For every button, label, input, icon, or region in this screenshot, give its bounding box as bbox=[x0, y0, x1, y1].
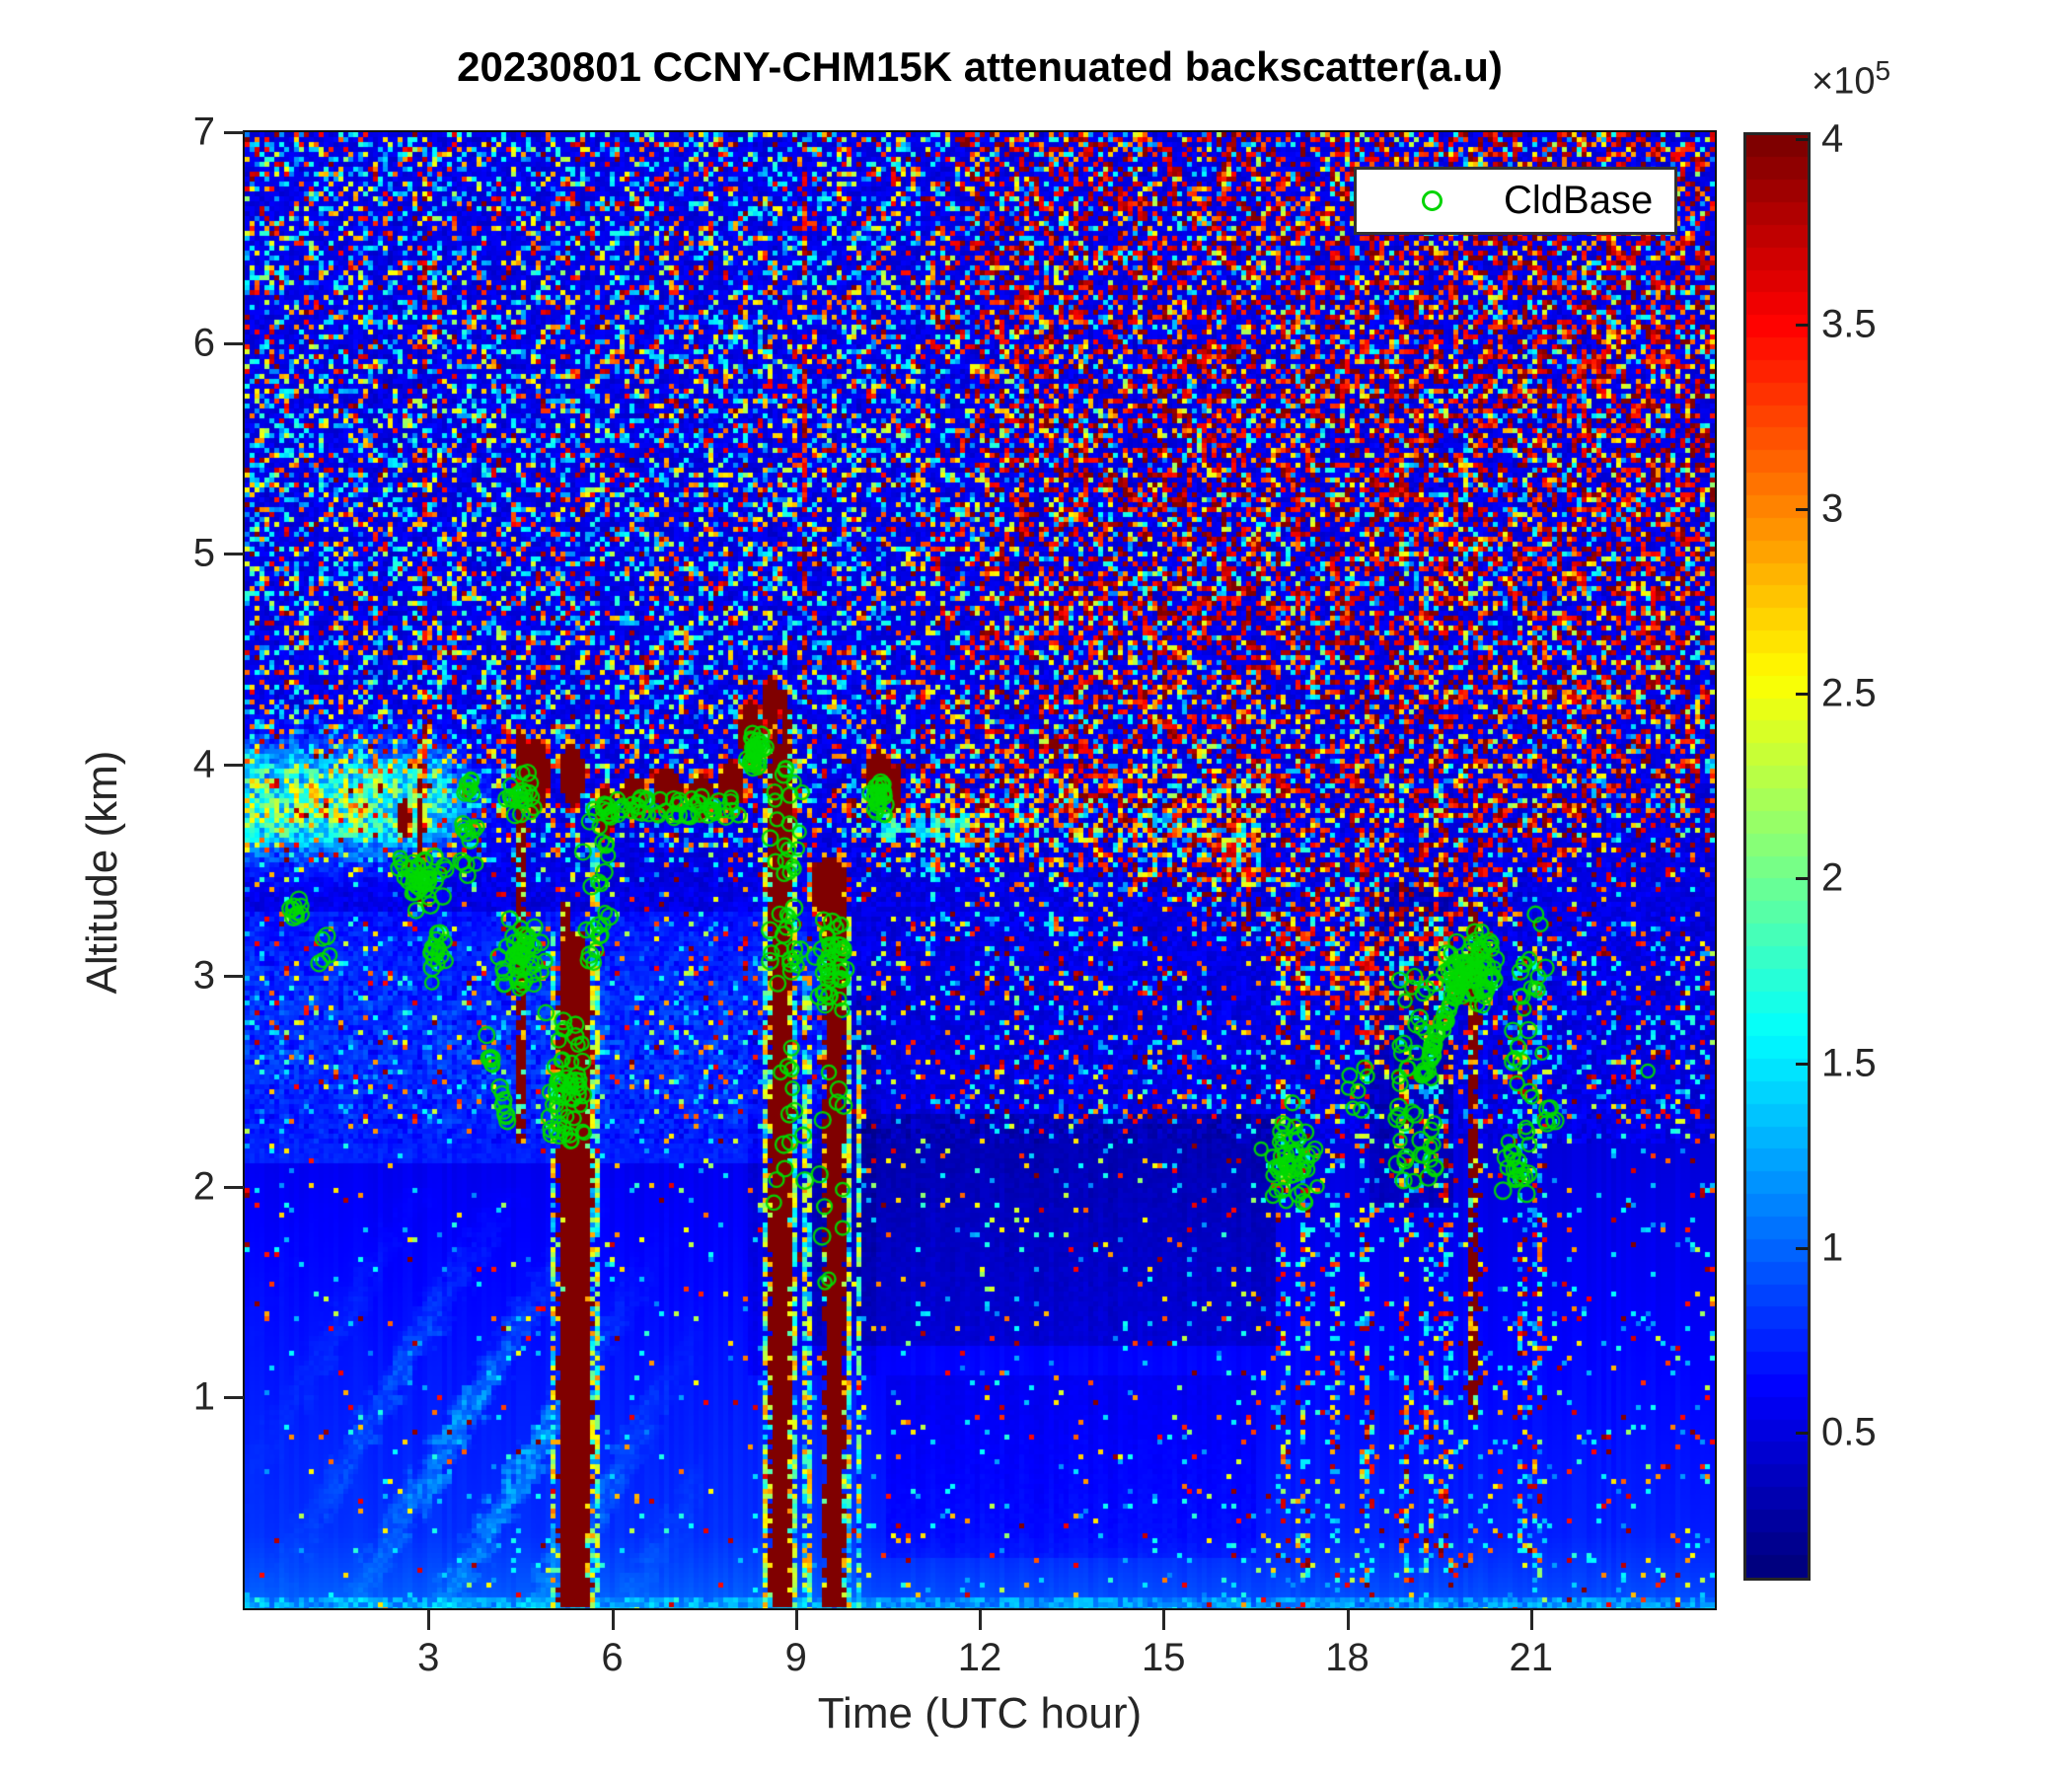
y-tick bbox=[224, 974, 244, 978]
colorbar-tick-label: 3 bbox=[1821, 486, 1844, 531]
x-tick-label: 21 bbox=[1509, 1636, 1554, 1679]
colorbar-tick-label: 1.5 bbox=[1821, 1041, 1877, 1085]
colorbar-tick bbox=[1796, 507, 1809, 511]
colorbar-tick-label: 1 bbox=[1821, 1225, 1844, 1270]
cldbase-marker-icon bbox=[1422, 190, 1443, 211]
colorbar-tick bbox=[1796, 693, 1809, 697]
x-tick-label: 15 bbox=[1142, 1636, 1186, 1679]
y-tick bbox=[224, 553, 244, 556]
colorbar-tick bbox=[1796, 138, 1809, 142]
colorbar-tick bbox=[1796, 323, 1809, 327]
chart-title: 20230801 CCNY-CHM15K attenuated backscat… bbox=[457, 43, 1503, 90]
y-tick bbox=[224, 1396, 244, 1400]
x-tick bbox=[1162, 1610, 1166, 1630]
y-tick bbox=[224, 1185, 244, 1189]
colorbar-tick-label: 4 bbox=[1821, 116, 1844, 161]
legend-label: CldBase bbox=[1504, 179, 1654, 222]
x-tick bbox=[427, 1610, 431, 1630]
y-tick-label: 1 bbox=[192, 1374, 215, 1419]
x-tick bbox=[794, 1610, 798, 1630]
y-tick-label: 2 bbox=[192, 1164, 215, 1209]
x-axis-label: Time (UTC hour) bbox=[817, 1689, 1143, 1738]
y-tick-label: 7 bbox=[192, 110, 215, 154]
y-tick bbox=[224, 764, 244, 768]
legend-box: CldBase bbox=[1354, 167, 1677, 235]
colorbar-tick bbox=[1796, 1062, 1809, 1066]
colorbar-scale-prefix: ×10 bbox=[1812, 60, 1876, 103]
x-tick bbox=[979, 1610, 982, 1630]
colorbar-tick-label: 2 bbox=[1821, 855, 1844, 900]
y-tick-label: 6 bbox=[192, 321, 215, 365]
colorbar-tick-label: 0.5 bbox=[1821, 1410, 1877, 1454]
colorbar-tick bbox=[1796, 1432, 1809, 1436]
y-tick bbox=[224, 341, 244, 345]
x-tick bbox=[611, 1610, 615, 1630]
x-tick-label: 9 bbox=[784, 1636, 807, 1679]
x-tick bbox=[1346, 1610, 1350, 1630]
x-tick-label: 12 bbox=[957, 1636, 1002, 1679]
colorbar-tick bbox=[1796, 877, 1809, 881]
x-tick-label: 3 bbox=[417, 1636, 440, 1679]
colorbar-tick-label: 2.5 bbox=[1821, 671, 1877, 715]
x-tick-label: 18 bbox=[1325, 1636, 1369, 1679]
x-tick-label: 6 bbox=[601, 1636, 624, 1679]
colorbar-tick-label: 3.5 bbox=[1821, 302, 1877, 346]
y-tick-label: 3 bbox=[192, 953, 215, 998]
colorbar bbox=[1743, 132, 1811, 1581]
y-tick-label: 4 bbox=[192, 742, 215, 786]
y-axis-label: Altitude (km) bbox=[78, 750, 126, 995]
y-tick-label: 5 bbox=[192, 531, 215, 575]
colorbar-scale-exponent: 5 bbox=[1875, 55, 1891, 86]
backscatter-heatmap bbox=[245, 132, 1715, 1608]
colorbar-tick bbox=[1796, 1246, 1809, 1250]
y-tick bbox=[224, 131, 244, 134]
x-tick bbox=[1529, 1610, 1533, 1630]
colorbar-exponent-label: ×105 bbox=[1812, 55, 1890, 104]
